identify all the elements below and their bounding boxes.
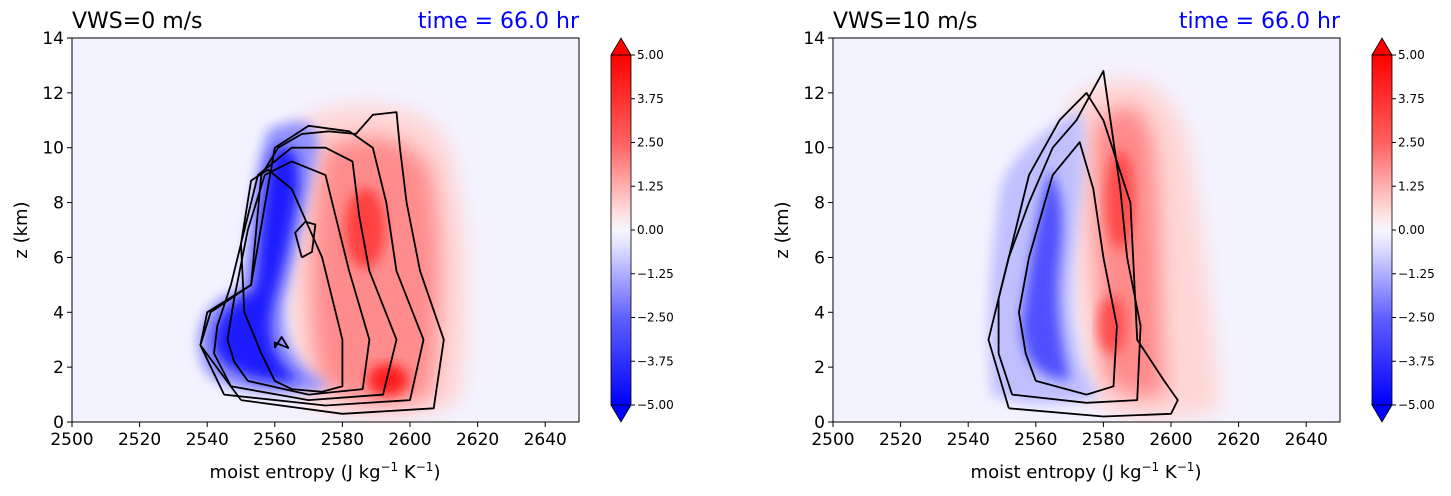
colorbar-tick-label: −5.00 [637, 398, 674, 412]
contour-line-6 [273, 336, 290, 349]
x-axis-label: moist entropy (J kg−1 K−1) [210, 460, 441, 483]
colorbar: 5.00 3.75 2.50 1.25 0.00 −1.25 −2.50 −3.75 −5.00 [1371, 37, 1435, 423]
anomaly-field [198, 104, 467, 415]
x-tick-label: 2500 [811, 430, 854, 450]
y-tick-label: 12 [803, 84, 825, 104]
panel-title: VWS=10 m/s [833, 9, 978, 34]
y-tick-label: 14 [42, 29, 64, 49]
colorbar-extend-max [610, 37, 632, 56]
colorbar-tick-label: −2.50 [637, 311, 674, 325]
y-tick-label: 6 [814, 248, 825, 268]
colorbar-extend-max [1371, 37, 1393, 56]
anomaly-field [987, 70, 1220, 419]
x-tick-label: 2600 [1149, 430, 1192, 450]
colorbar-tick-label: −1.25 [637, 267, 674, 281]
plot-frame [832, 37, 1341, 423]
time-label: time = 66.0 hr [1179, 9, 1341, 34]
colorbar-tick-label: 5.00 [637, 48, 664, 62]
contour-line-2 [213, 146, 398, 402]
contour-lines [199, 111, 445, 415]
contour-line-4 [199, 111, 445, 415]
negative-anomaly-core [1021, 170, 1070, 380]
colorbar-extend-min [1371, 404, 1393, 423]
y-tick-label: 10 [42, 139, 64, 159]
y-tick-label: 0 [814, 413, 825, 433]
panel-left: 2500 2520 2540 2560 2580 2600 2620 2640 0 2 4 6 8 10 1… [11, 9, 674, 483]
colorbar-bar [1371, 54, 1393, 406]
y-tick-label: 14 [803, 29, 825, 49]
contour-line-3 [199, 124, 425, 407]
plot-frame [71, 37, 580, 423]
x-tick-label: 2580 [321, 430, 364, 450]
colorbar-tick-label: 3.75 [1398, 92, 1425, 106]
y-axis-label: z (km) [772, 201, 793, 258]
colorbar-tick-label: −5.00 [1398, 398, 1435, 412]
colorbar-tick-label: 3.75 [637, 92, 664, 106]
y-tick-label: 2 [814, 358, 825, 378]
y-tick-label: 6 [53, 248, 64, 268]
x-tick-label: 2540 [947, 430, 990, 450]
contour-lines [987, 70, 1179, 418]
x-tick-label: 2560 [253, 430, 296, 450]
y-tick-label: 4 [53, 303, 64, 323]
x-tick-label: 2600 [388, 430, 431, 450]
colorbar-tick-label: 2.50 [1398, 136, 1425, 150]
x-tick-label: 2640 [524, 430, 567, 450]
y-tick-label: 10 [803, 139, 825, 159]
colorbar-tick-label: 1.25 [637, 179, 664, 193]
positive-anomaly-core-upper [345, 188, 385, 268]
y-tick-label: 2 [53, 358, 64, 378]
panel-title: VWS=0 m/s [72, 9, 203, 34]
time-label: time = 66.0 hr [418, 9, 580, 34]
y-tick-label: 8 [814, 194, 825, 214]
contour-line-2 [987, 92, 1179, 418]
y-tick-label: 4 [814, 303, 825, 323]
x-axis-label: moist entropy (J kg−1 K−1) [971, 460, 1202, 483]
contour-line-5 [294, 220, 317, 259]
colorbar-extend-min [610, 404, 632, 423]
y-axis-label: z (km) [11, 201, 32, 258]
contour-line-1 [226, 160, 371, 396]
colorbar: 5.00 3.75 2.50 1.25 0.00 −1.25 −2.50 −3.75 −5.00 [610, 37, 674, 423]
negative-anomaly-core [214, 147, 300, 382]
x-tick-label: 2520 [118, 430, 161, 450]
x-tick-label: 2500 [50, 430, 93, 450]
positive-anomaly-core-lower [368, 364, 408, 396]
colorbar-tick-label: −3.75 [1398, 354, 1435, 368]
contour-line-0 [240, 168, 344, 393]
x-tick-label: 2640 [1285, 430, 1328, 450]
colorbar-tick-label: 2.50 [637, 136, 664, 150]
x-tick-label: 2620 [456, 430, 499, 450]
positive-anomaly-core-lower [1098, 295, 1126, 355]
x-tick-label: 2620 [1217, 430, 1260, 450]
x-tick-label: 2560 [1014, 430, 1057, 450]
colorbar-tick-label: 1.25 [1398, 179, 1425, 193]
colorbar-tick-label: −2.50 [1398, 311, 1435, 325]
x-tick-label: 2540 [186, 430, 229, 450]
panel-right: 2500 2520 2540 2560 2580 2600 2620 2640 0 2 4 6 8 10 1… [772, 9, 1435, 483]
colorbar-tick-label: 0.00 [637, 223, 664, 237]
colorbar-bar [610, 54, 632, 406]
axis-ticks: 2500 2520 2540 2560 2580 2600 2620 2640 0 2 4 6 8 10 1… [803, 29, 1327, 450]
y-tick-label: 0 [53, 413, 64, 433]
positive-anomaly-core-upper [1106, 150, 1134, 250]
colorbar-tick-label: −1.25 [1398, 267, 1435, 281]
x-tick-label: 2520 [879, 430, 922, 450]
x-tick-label: 2580 [1082, 430, 1125, 450]
axis-ticks: 2500 2520 2540 2560 2580 2600 2620 2640 0 2 4 6 8 10 1… [42, 29, 566, 450]
y-tick-label: 12 [42, 84, 64, 104]
y-tick-label: 8 [53, 194, 64, 214]
colorbar-tick-label: 5.00 [1398, 48, 1425, 62]
colorbar-tick-label: −3.75 [637, 354, 674, 368]
colorbar-tick-label: 0.00 [1398, 223, 1425, 237]
contour-line-0 [1018, 141, 1118, 396]
